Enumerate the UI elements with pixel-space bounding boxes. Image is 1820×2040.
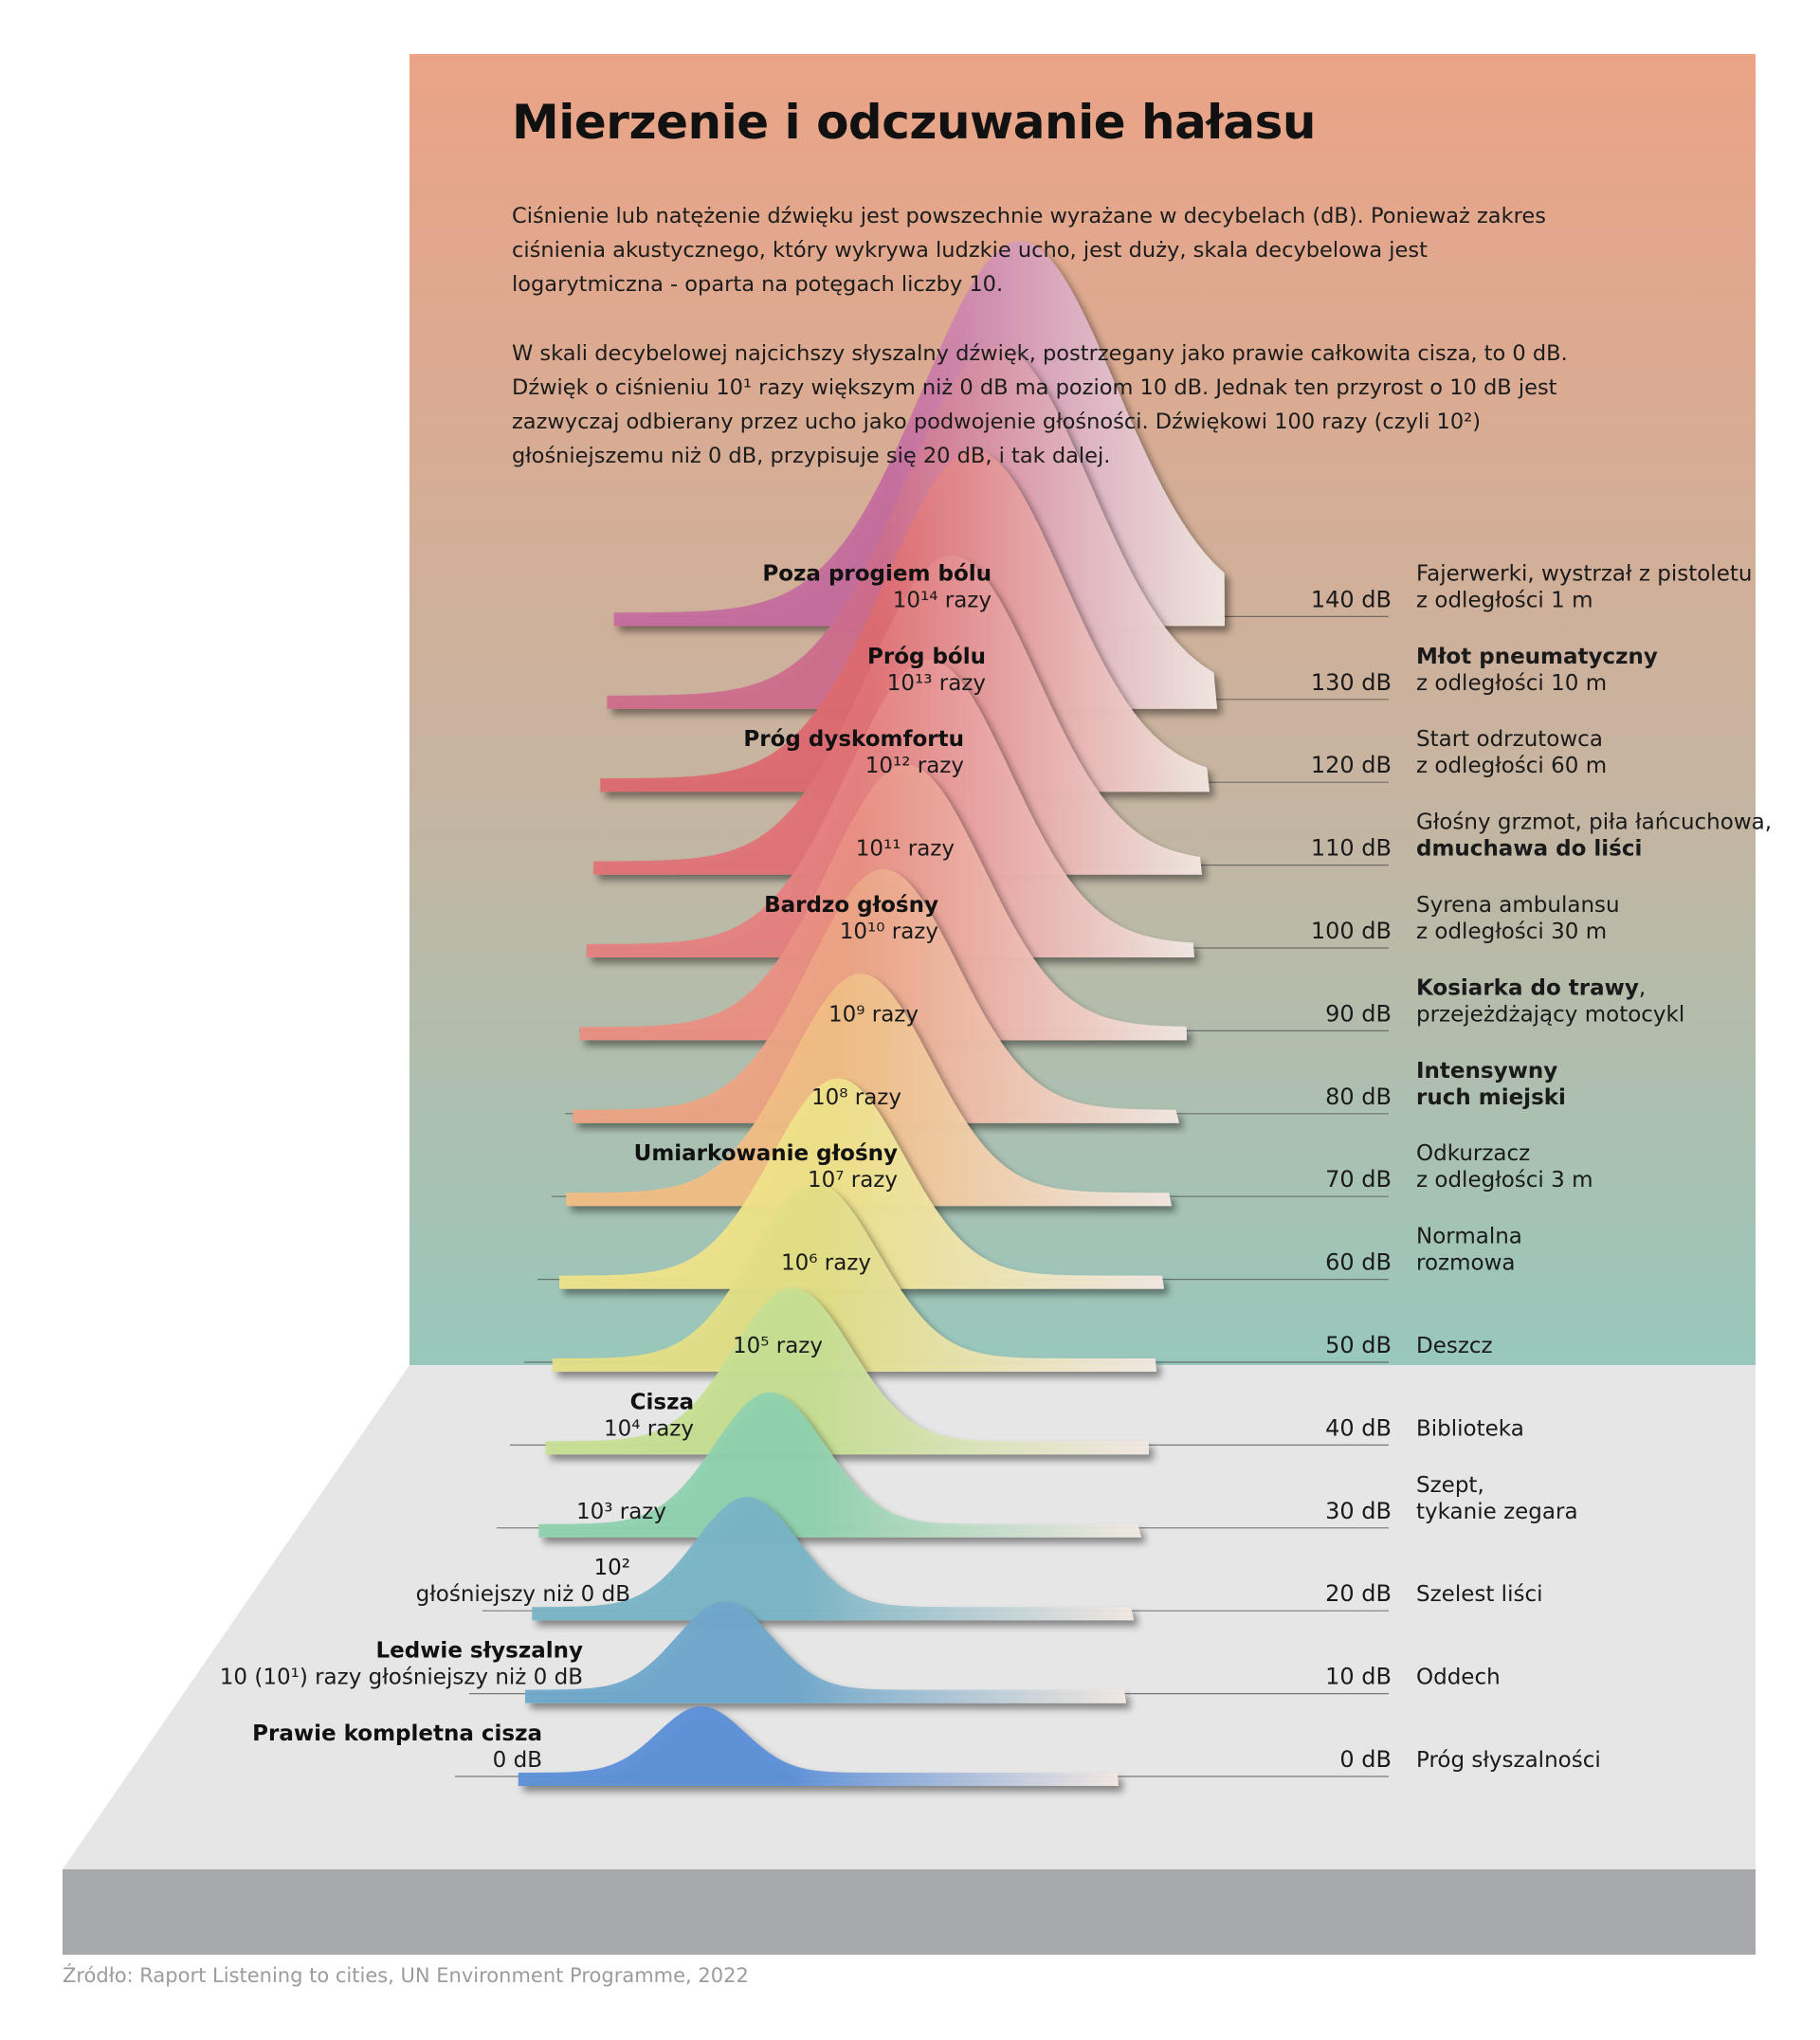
factor-label: 10⁴ razy — [604, 1416, 694, 1441]
factor-label: 10⁷ razy — [808, 1168, 898, 1193]
factor-label: 10⁶ razy — [781, 1251, 871, 1276]
factor-label: 10³ razy — [576, 1500, 666, 1524]
sound-level-ridge — [532, 1497, 1134, 1621]
factor-label: 10¹⁴ razy — [893, 588, 992, 612]
intro-paragraph-2: W skali decybelowej najcichszy słyszalny… — [512, 341, 1568, 468]
sound-level-ridge — [552, 1183, 1156, 1372]
db-value-label: 80 dB — [1325, 1084, 1392, 1110]
category-label: Bardzo głośny — [764, 893, 938, 918]
category-label: 10² — [594, 1556, 631, 1580]
sound-level-ridges — [518, 241, 1225, 1786]
source-label: Intensywny ruch miejski — [1416, 1059, 1566, 1110]
source-label: Głośny grzmot, piła łańcuchowa, dmuchawa … — [1416, 811, 1772, 862]
db-value-label: 50 dB — [1325, 1332, 1392, 1358]
source-label: Deszcz — [1416, 1334, 1493, 1358]
factor-label: 10⁵ razy — [733, 1334, 823, 1358]
factor-label: 10⁹ razy — [828, 1002, 919, 1027]
page-title: Mierzenie i odczuwanie hałasu — [512, 95, 1317, 150]
source-label: Szept, tykanie zegara — [1416, 1473, 1578, 1524]
db-value-label: 140 dB — [1311, 586, 1392, 612]
factor-label: 10¹¹ razy — [856, 837, 955, 862]
factor-label: 10 (10¹) razy głośniejszy niż 0 dB — [220, 1666, 583, 1690]
factor-label: 10¹² razy — [865, 754, 964, 778]
category-label: Próg dyskomfortu — [743, 727, 964, 752]
source-label: Biblioteka — [1416, 1416, 1524, 1441]
db-value-label: 0 dB — [1339, 1746, 1392, 1773]
category-label: Poza progiem bólu — [762, 561, 992, 586]
sound-level-ridge — [559, 1078, 1164, 1289]
category-label: Ledwie słyszalny — [375, 1639, 583, 1664]
category-label: Próg bólu — [867, 645, 986, 669]
db-value-label: 70 dB — [1325, 1166, 1392, 1193]
factor-label: 10¹³ razy — [887, 671, 986, 696]
db-value-label: 110 dB — [1311, 835, 1392, 862]
factor-label: 10¹⁰ razy — [840, 920, 938, 944]
factor-label: 10⁸ razy — [811, 1085, 901, 1110]
source-label: Młot pneumatyczny z odległości 10 m — [1416, 645, 1658, 696]
db-value-label: 20 dB — [1325, 1580, 1392, 1607]
source-label: Fajerwerki, wystrzał z pistoletu z odległ… — [1416, 561, 1752, 612]
category-label: Prawie kompletna cisza — [252, 1721, 542, 1746]
db-value-label: 130 dB — [1311, 669, 1392, 696]
sound-level-ridge — [566, 974, 1172, 1207]
source-label: Syrena ambulansu z odległości 30 m — [1416, 893, 1620, 944]
db-value-label: 120 dB — [1311, 752, 1392, 778]
source-note: Źródło: Raport Listening to cities, UN E… — [63, 1964, 749, 1987]
db-value-label: 40 dB — [1325, 1414, 1392, 1441]
sound-level-ridge — [525, 1601, 1126, 1703]
db-value-label: 30 dB — [1325, 1498, 1392, 1524]
db-value-label: 90 dB — [1325, 1000, 1392, 1027]
source-label: Próg słyszalności — [1416, 1748, 1601, 1773]
factor-label: głośniejszy niż 0 dB — [416, 1582, 630, 1607]
db-value-label: 10 dB — [1325, 1664, 1392, 1690]
category-label: Umiarkowanie głośny — [634, 1141, 898, 1166]
intro-paragraph-1: Ciśnienie lub natężenie dźwięku jest pow… — [512, 204, 1546, 297]
source-label: Start odrzutowca z odległości 60 m — [1416, 727, 1607, 778]
source-label: Normalna rozmowa — [1416, 1225, 1522, 1276]
source-label: Oddech — [1416, 1666, 1501, 1690]
sound-level-ridge — [538, 1392, 1141, 1538]
source-label: Kosiarka do trawy, przejeżdżający motocyk… — [1416, 975, 1684, 1027]
category-label: Cisza — [630, 1390, 694, 1414]
sound-level-ridge — [518, 1706, 1119, 1786]
source-label: Odkurzacz z odległości 3 m — [1416, 1141, 1592, 1193]
db-value-label: 100 dB — [1311, 918, 1392, 944]
db-value-label: 60 dB — [1325, 1249, 1392, 1276]
floor-base — [63, 1869, 1756, 1955]
source-label: Szelest liści — [1416, 1582, 1542, 1607]
sound-level-ridge — [545, 1287, 1149, 1455]
factor-label: 0 dB — [493, 1748, 542, 1773]
